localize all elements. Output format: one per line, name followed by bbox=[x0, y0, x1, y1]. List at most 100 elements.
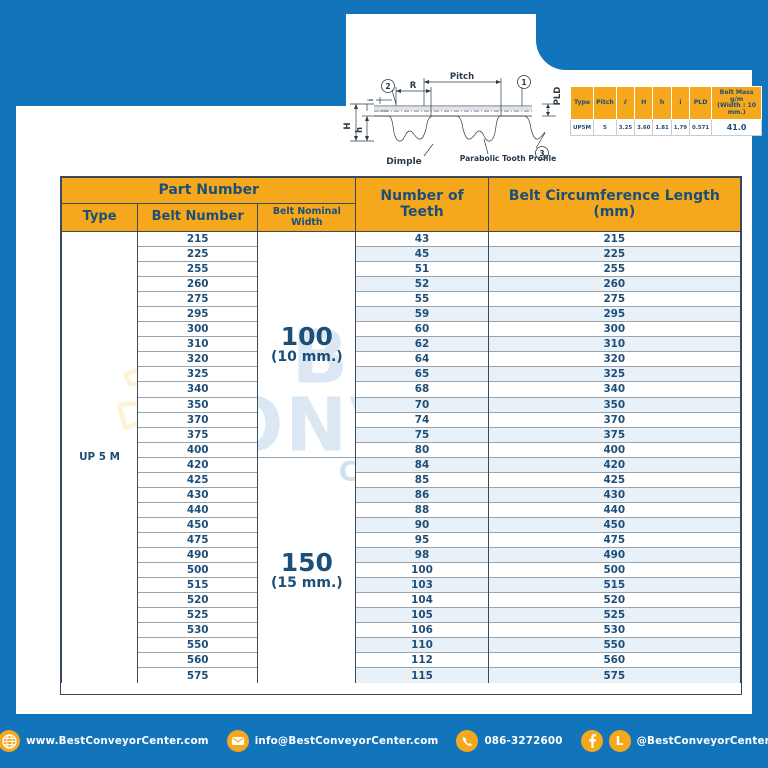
cell-type: UP 5 M bbox=[60, 230, 139, 683]
footer-website[interactable]: www.BestConveyorCenter.com bbox=[0, 730, 209, 752]
footer-phone-text: 086-3272600 bbox=[484, 735, 563, 747]
footer-social-text: @BestConveyorCenter bbox=[636, 735, 768, 747]
cell-number-of-teeth: 74 bbox=[355, 411, 489, 428]
cell-belt-circumference: 225 bbox=[487, 246, 742, 262]
footer-phone[interactable]: 086-3272600 bbox=[456, 730, 562, 752]
cell-belt-circumference: 375 bbox=[487, 426, 742, 443]
cell-belt-circumference: 400 bbox=[487, 441, 742, 458]
envelope-icon bbox=[226, 730, 249, 752]
cell-belt-circumference: 340 bbox=[487, 381, 742, 398]
cell-belt-circumference: 295 bbox=[487, 306, 742, 322]
table-row: 560 112 560 bbox=[62, 652, 742, 668]
table-row: 450 90 450 bbox=[62, 516, 742, 533]
footer-social[interactable]: L @BestConveyorCenter bbox=[580, 730, 768, 752]
spec-th-H: H bbox=[634, 86, 654, 120]
cell-number-of-teeth: 52 bbox=[355, 276, 489, 292]
table-row: 295 59 295 bbox=[62, 306, 742, 322]
cell-belt-circumference: 475 bbox=[487, 531, 742, 548]
cell-belt-circumference: 260 bbox=[487, 276, 742, 292]
table-row: 350 70 350 bbox=[62, 396, 742, 413]
cell-belt-number: 260 bbox=[137, 276, 259, 292]
cell-belt-circumference: 370 bbox=[487, 411, 742, 428]
cell-belt-circumference: 320 bbox=[487, 351, 742, 367]
cell-belt-circumference: 325 bbox=[487, 366, 742, 382]
cell-belt-circumference: 215 bbox=[487, 230, 742, 247]
cell-belt-number: 225 bbox=[137, 246, 259, 262]
h-low-label: h bbox=[355, 127, 365, 133]
cell-belt-circumference: 275 bbox=[487, 291, 742, 307]
cell-belt-number: 255 bbox=[137, 261, 259, 277]
spec-summary-table: Type Pitch ℓ H h i PLD Belt Mass g/m (Wi… bbox=[569, 86, 763, 136]
footer-email[interactable]: info@BestConveyorCenter.com bbox=[226, 730, 439, 752]
table-row: 500 100 500 bbox=[62, 562, 742, 578]
table-row: 255 51 255 bbox=[62, 261, 742, 277]
cell-number-of-teeth: 106 bbox=[355, 622, 489, 638]
spec-td-h: 1.81 bbox=[652, 119, 672, 136]
width-unit: (15 mm.) bbox=[271, 575, 343, 592]
cell-number-of-teeth: 64 bbox=[355, 351, 489, 367]
cell-belt-circumference: 560 bbox=[487, 652, 742, 668]
spec-mass-line2: (Width : 10 mm.) bbox=[717, 102, 757, 116]
cell-belt-circumference: 515 bbox=[487, 577, 742, 593]
cell-belt-number: 520 bbox=[137, 592, 259, 608]
cell-belt-circumference: 530 bbox=[487, 622, 742, 638]
th-part-number: Part Number bbox=[60, 177, 357, 204]
table-row: 340 68 340 bbox=[62, 381, 742, 398]
cell-number-of-teeth: 112 bbox=[355, 652, 489, 668]
cell-belt-number: 450 bbox=[137, 516, 259, 533]
table-row: 525 105 525 bbox=[62, 607, 742, 623]
th-type: Type bbox=[60, 203, 139, 232]
cell-belt-number: 300 bbox=[137, 321, 259, 337]
cell-number-of-teeth: 100 bbox=[355, 562, 489, 578]
facebook-icon[interactable] bbox=[580, 730, 603, 752]
i-label: i bbox=[367, 99, 375, 101]
cell-belt-number: 215 bbox=[137, 230, 259, 247]
globe-icon bbox=[0, 730, 21, 752]
belt-table-body: UP 5 M 215 100 (10 mm.) 43 215 225 45 225 255 51 25… bbox=[60, 230, 742, 683]
table-row: 310 62 310 bbox=[62, 336, 742, 352]
cell-number-of-teeth: 70 bbox=[355, 396, 489, 413]
spec-td-mass: 41.0 bbox=[711, 119, 763, 136]
th-belt-nominal-width: Belt Nominal Width bbox=[257, 203, 357, 232]
cell-belt-number: 515 bbox=[137, 577, 259, 593]
cell-number-of-teeth: 90 bbox=[355, 516, 489, 533]
cell-belt-number: 370 bbox=[137, 411, 259, 428]
cell-number-of-teeth: 45 bbox=[355, 246, 489, 262]
cell-number-of-teeth: 86 bbox=[355, 486, 489, 503]
table-row: 420 150 (15 mm.) 84 420 bbox=[62, 456, 742, 683]
table-row: 530 106 530 bbox=[62, 622, 742, 638]
spec-td-H: 3.60 bbox=[634, 119, 654, 136]
cell-number-of-teeth: 95 bbox=[355, 531, 489, 548]
spec-th-pitch: Pitch bbox=[593, 86, 617, 120]
cell-belt-number: 310 bbox=[137, 336, 259, 352]
cell-number-of-teeth: 115 bbox=[355, 667, 489, 683]
cell-number-of-teeth: 110 bbox=[355, 637, 489, 653]
table-row: 370 74 370 bbox=[62, 411, 742, 428]
logo-banner bbox=[536, 0, 768, 70]
line-icon[interactable]: L bbox=[608, 730, 631, 752]
line-icon-letter: L bbox=[615, 734, 624, 748]
width-unit: (10 mm.) bbox=[271, 349, 343, 366]
spec-th-type: Type bbox=[569, 86, 595, 120]
cell-belt-circumference: 550 bbox=[487, 637, 742, 653]
callout-1-label: 1 bbox=[521, 78, 526, 87]
cell-belt-number: 340 bbox=[137, 381, 259, 398]
cell-belt-number: 440 bbox=[137, 501, 259, 518]
footer-email-text: info@BestConveyorCenter.com bbox=[254, 735, 439, 747]
cell-belt-number: 525 bbox=[137, 607, 259, 623]
table-row: 440 88 440 bbox=[62, 501, 742, 518]
cell-number-of-teeth: 103 bbox=[355, 577, 489, 593]
belt-table: Part Number Number of Teeth Belt Circumf… bbox=[60, 177, 742, 683]
cell-number-of-teeth: 65 bbox=[355, 366, 489, 382]
th-number-of-teeth: Number of Teeth bbox=[355, 177, 489, 232]
cell-belt-number: 375 bbox=[137, 426, 259, 443]
belt-profile-diagram: 1 2 3 Pitch R Dimple Parabolic Tooth Pro… bbox=[343, 72, 563, 166]
cell-belt-number: 425 bbox=[137, 471, 259, 488]
callout-3-label: 3 bbox=[539, 149, 544, 158]
cell-belt-number: 550 bbox=[137, 637, 259, 653]
cell-belt-number: 500 bbox=[137, 562, 259, 578]
cell-belt-circumference: 430 bbox=[487, 486, 742, 503]
table-row: UP 5 M 215 100 (10 mm.) 43 215 bbox=[60, 230, 742, 683]
r-label: R bbox=[410, 81, 417, 91]
spec-td-i: 1.79 bbox=[670, 119, 691, 136]
